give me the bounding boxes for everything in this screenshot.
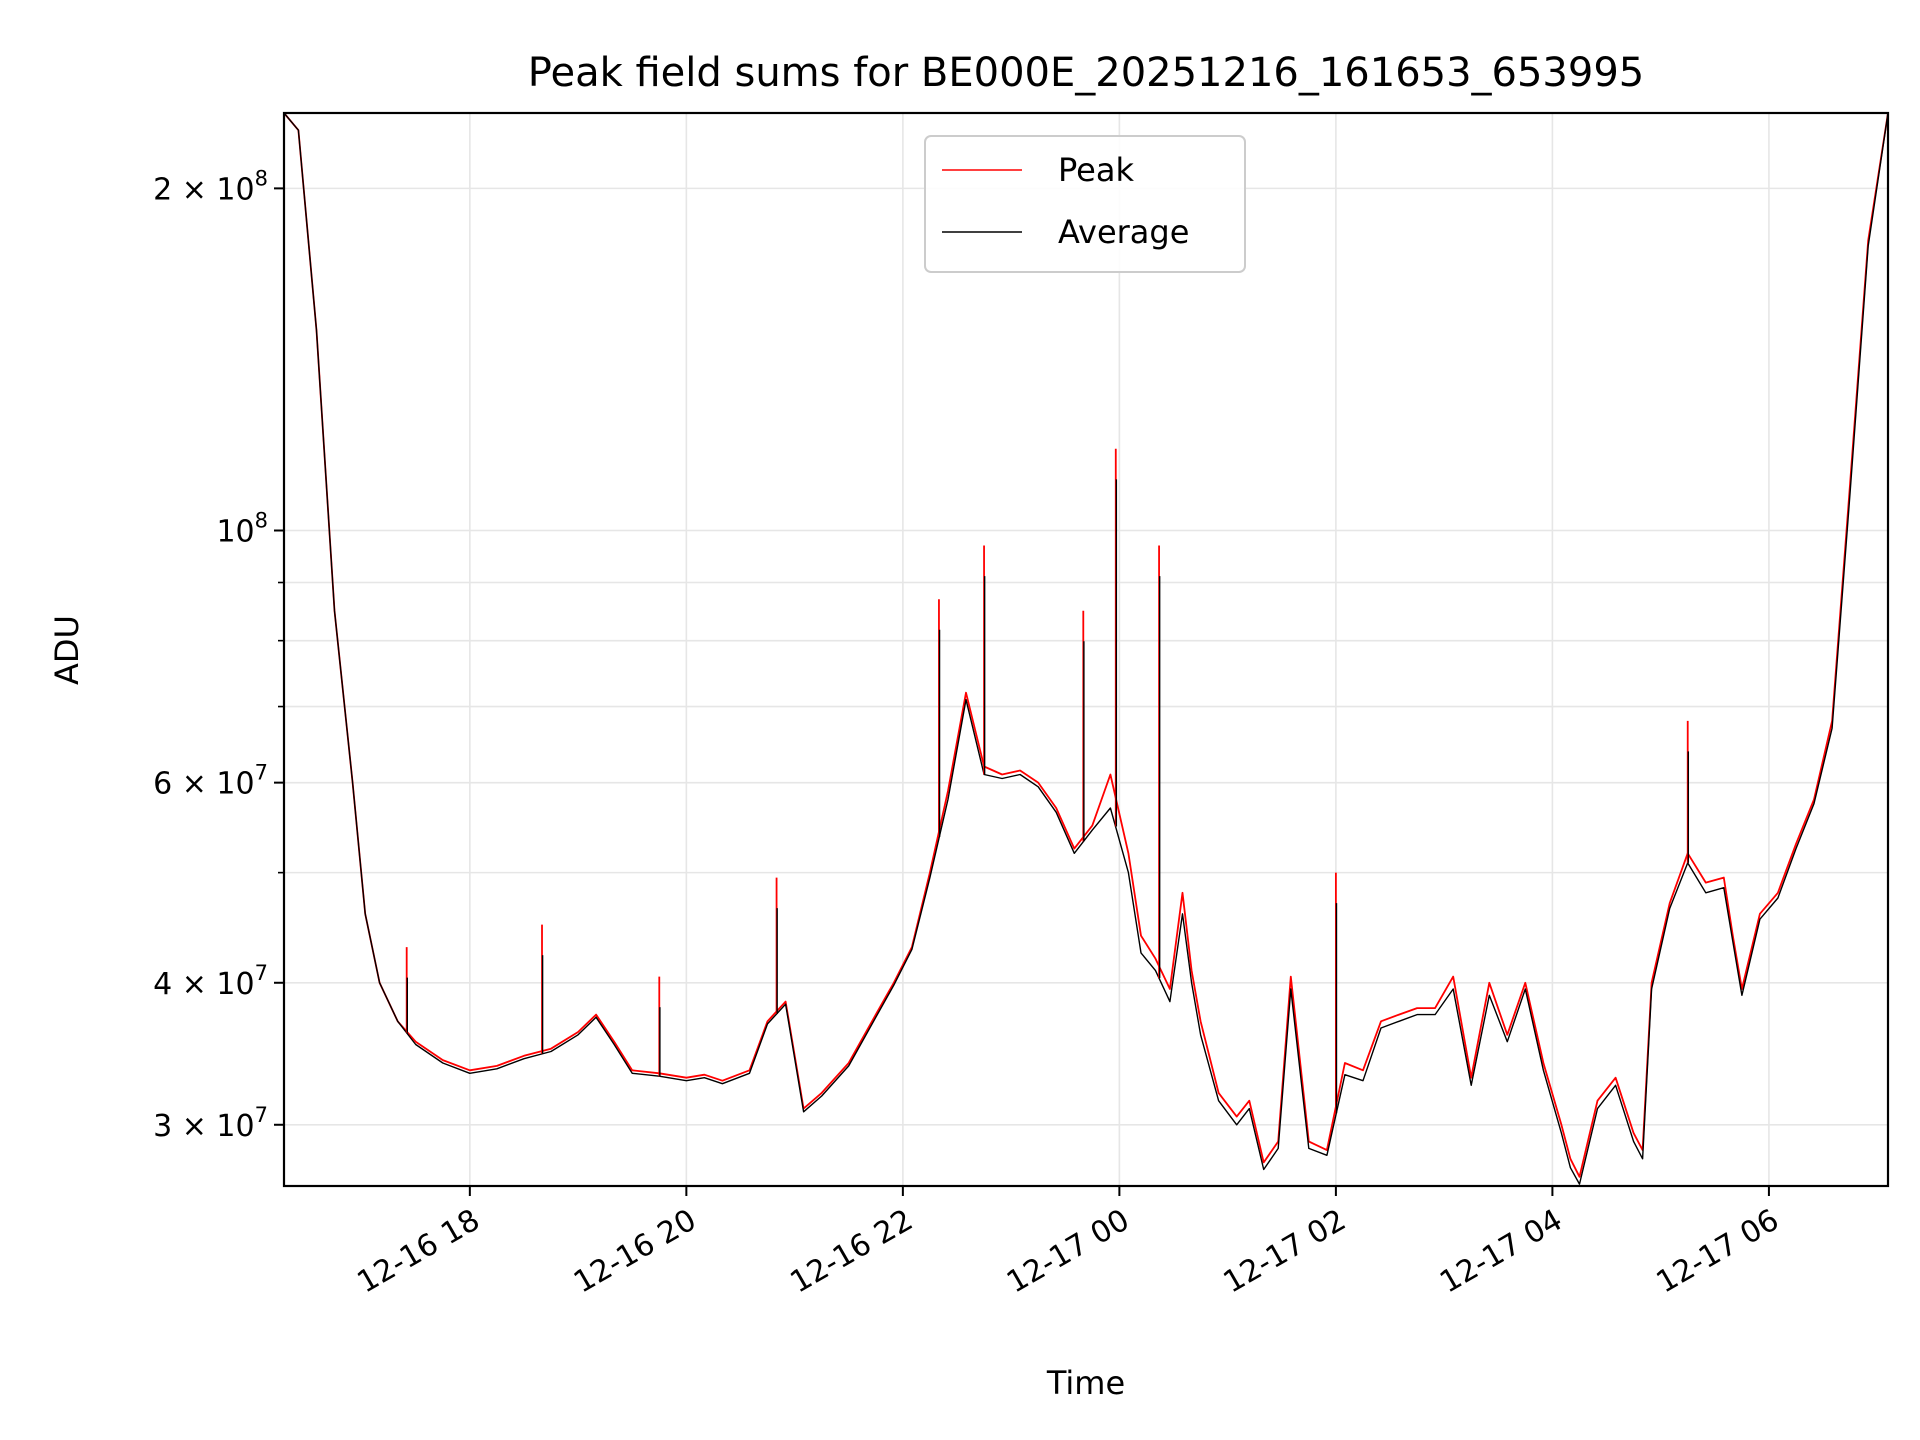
series-layer: [283, 112, 1889, 1185]
y-tick-label: 4 × 107: [153, 961, 268, 1002]
y-tick-label: 3 × 107: [153, 1103, 268, 1144]
legend: Peak Average: [924, 135, 1246, 273]
y-tick-label: 108: [216, 509, 268, 550]
y-tick-label: 2 × 108: [153, 166, 268, 207]
y-tick-label: 6 × 107: [153, 761, 268, 802]
chart-title: Peak field sums for BE000E_20251216_1616…: [528, 50, 1644, 96]
legend-label-average: Average: [1058, 213, 1189, 251]
grid: [284, 113, 1888, 1186]
series-line-average: [283, 112, 1889, 1185]
plot-frame: [282, 111, 1890, 1188]
y-axis-label: ADU: [48, 615, 86, 685]
legend-label-peak: Peak: [1058, 151, 1134, 189]
x-axis-label: Time: [1046, 1364, 1125, 1402]
